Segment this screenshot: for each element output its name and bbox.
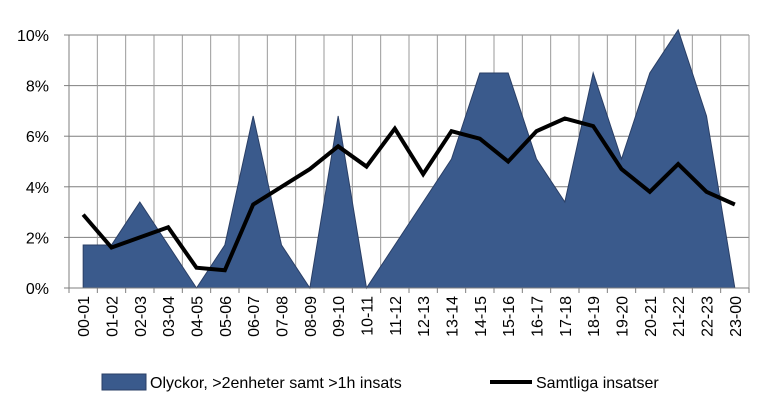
x-tick-label-05-06: 05-06 [218,296,235,337]
y-tick-label-1: 2% [26,230,49,247]
x-tick-label-09-10: 09-10 [331,296,348,337]
x-tick-label-19-20: 19-20 [615,296,632,337]
x-tick-label-14-15: 14-15 [473,296,490,337]
y-tick-labels: 0% 2% 4% 6% 8% 10% [17,28,49,298]
x-tick-label-03-04: 03-04 [161,296,178,337]
x-tick-labels: 00-01 01-02 02-03 03-04 04-05 05-06 06-07 07-08… [76,296,745,337]
line-series-samtliga [81,116,736,273]
x-tick-label-22-23: 22-23 [700,296,717,337]
x-tick-label-21-22: 21-22 [671,296,688,337]
x-tick-label-07-08: 07-08 [275,296,292,337]
y-tick-label-4: 8% [26,79,49,96]
line-series-layer [81,116,736,273]
x-tick-label-18-19: 18-19 [586,296,603,337]
x-tick-label-04-05: 04-05 [190,296,207,337]
y-tick-label-5: 10% [17,28,49,45]
axes [64,34,750,293]
legend-label-line-series: Samtliga insatser [536,375,659,392]
legend: Olyckor, >2enheter samt >1h insats Samtl… [101,373,659,392]
x-tick-label-13-14: 13-14 [445,296,462,337]
x-tick-label-02-03: 02-03 [133,296,150,337]
x-tick-label-01-02: 01-02 [105,296,122,337]
x-tick-label-00-01: 00-01 [76,296,93,337]
y-tick-label-3: 6% [26,129,49,146]
y-tick-label-0: 0% [26,281,49,298]
x-tick-label-06-07: 06-07 [246,296,263,337]
x-tick-label-15-16: 15-16 [501,296,518,337]
x-tick-label-11-12: 11-12 [388,296,405,336]
legend-label-area-series: Olyckor, >2enheter samt >1h insats [150,375,402,392]
x-tick-label-08-09: 08-09 [303,296,320,337]
x-tick-label-20-21: 20-21 [643,296,660,337]
x-tick-label-10-11: 10-11 [360,296,377,336]
y-tick-label-2: 4% [26,180,49,197]
x-tick-label-16-17: 16-17 [530,296,547,337]
legend-swatch-area-series [101,373,147,391]
x-tick-label-17-18: 17-18 [558,296,575,337]
x-tick-label-23-00: 23-00 [728,296,745,337]
x-tick-label-12-13: 12-13 [416,296,433,337]
